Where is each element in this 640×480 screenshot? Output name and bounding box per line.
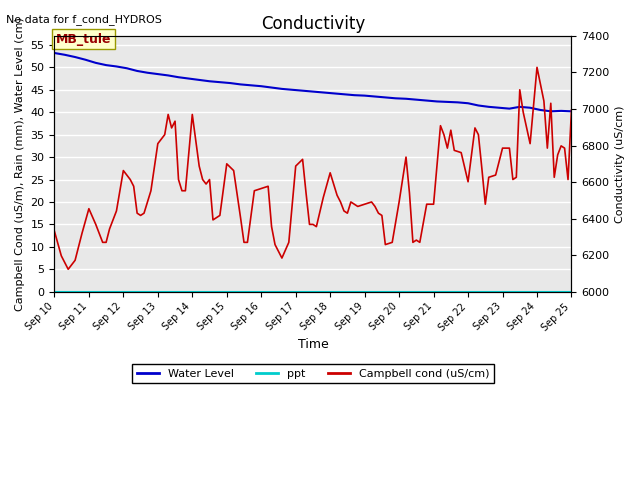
- Legend: Water Level, ppt, Campbell cond (uS/cm): Water Level, ppt, Campbell cond (uS/cm): [132, 364, 493, 384]
- Text: MB_tule: MB_tule: [56, 33, 111, 46]
- Title: Conductivity: Conductivity: [261, 15, 365, 33]
- Text: No data for f_cond_HYDROS: No data for f_cond_HYDROS: [6, 14, 163, 25]
- Y-axis label: Campbell Cond (uS/m), Rain (mm), Water Level (cm): Campbell Cond (uS/m), Rain (mm), Water L…: [15, 17, 25, 311]
- X-axis label: Time: Time: [298, 338, 328, 351]
- Y-axis label: Conductivity (uS/cm): Conductivity (uS/cm): [615, 105, 625, 223]
